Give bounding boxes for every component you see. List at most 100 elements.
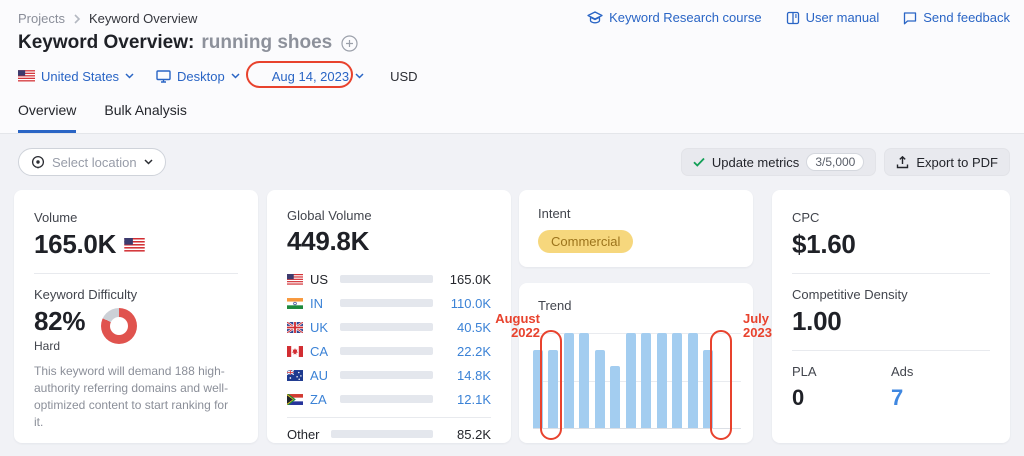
chevron-down-icon: [144, 159, 153, 165]
country-code[interactable]: ZA: [310, 391, 327, 407]
metrics-count-badge: 3/5,000: [806, 153, 865, 171]
volume-bar-track: [340, 347, 433, 355]
page-title-label: Keyword Overview:: [18, 32, 195, 53]
au-flag-icon: [287, 369, 303, 381]
intent-badge[interactable]: Commercial: [538, 230, 634, 253]
chevron-down-icon: [125, 73, 134, 79]
country-code: US: [310, 271, 329, 287]
global-volume-row-au: AU 14.8K: [287, 363, 491, 387]
volume-bar-track: [340, 275, 433, 283]
card-divider: [287, 417, 491, 418]
chevron-right-icon: [73, 13, 81, 24]
add-keyword-icon[interactable]: [341, 34, 358, 52]
keyword-difficulty-description: This keyword will demand 188 high-author…: [34, 364, 229, 429]
pla-label: PLA: [792, 364, 817, 379]
card-divider: [34, 273, 238, 274]
date-filter-dropdown[interactable]: Aug 14, 2023: [262, 65, 374, 88]
ads-label: Ads: [891, 364, 914, 379]
volume-bar-track: [340, 299, 433, 307]
trend-bar: [656, 333, 667, 428]
select-location-dropdown[interactable]: Select location: [18, 148, 166, 176]
global-volume-row-uk: UK 40.5K: [287, 315, 491, 339]
cpc-card: CPC $1.60 Competitive Density 1.00 PLA 0…: [772, 190, 1010, 443]
trend-bar: [672, 333, 683, 428]
za-flag-icon: [287, 393, 303, 405]
date-filter-value: Aug 14, 2023: [271, 68, 350, 84]
ca-flag-icon: [287, 345, 303, 357]
ads-value[interactable]: 7: [891, 385, 904, 410]
graduation-cap-icon: [587, 10, 603, 25]
book-icon: [786, 11, 800, 25]
volume-bar-track: [340, 371, 433, 379]
intent-label: Intent: [538, 206, 571, 221]
export-icon: [897, 155, 909, 168]
update-metrics-button[interactable]: Update metrics 3/5,000: [680, 148, 877, 176]
pla-value: 0: [792, 385, 805, 410]
breadcrumb-keyword-overview: Keyword Overview: [88, 11, 198, 26]
send-feedback-label: Send feedback: [923, 10, 1010, 25]
trend-bar: [594, 350, 605, 428]
country-volume[interactable]: 22.2K: [457, 343, 491, 359]
tab-bulk-analysis[interactable]: Bulk Analysis: [104, 102, 187, 118]
keyword-research-course-label: Keyword Research course: [609, 10, 762, 25]
cpc-label: CPC: [792, 210, 820, 225]
keyword-research-course-link[interactable]: Keyword Research course: [587, 10, 762, 25]
other-label: Other: [287, 426, 320, 442]
country-filter-value: United States: [41, 68, 120, 84]
chevron-down-icon: [231, 73, 240, 79]
toolbar-actions: Update metrics 3/5,000 Export to PDF: [680, 148, 1010, 176]
trend-chart: [533, 333, 741, 429]
country-code[interactable]: AU: [310, 367, 329, 383]
user-manual-link[interactable]: User manual: [786, 10, 879, 25]
export-pdf-label: Export to PDF: [916, 154, 998, 170]
gridline: [533, 381, 741, 382]
page-title: Keyword Overview: running shoes: [18, 32, 358, 54]
trend-bar: [548, 350, 559, 428]
volume-value: 165.0K: [34, 229, 117, 259]
us-flag-icon: [124, 237, 145, 252]
trend-card: Trend: [519, 283, 753, 443]
trend-bar: [625, 333, 636, 428]
x-axis: [533, 428, 741, 429]
breadcrumb-projects[interactable]: Projects: [18, 11, 65, 26]
country-volume[interactable]: 12.1K: [457, 391, 491, 407]
competitive-density-value: 1.00: [792, 306, 842, 336]
tab-overview[interactable]: Overview: [18, 102, 77, 133]
country-volume: 165.0K: [449, 271, 491, 287]
trend-bar: [533, 350, 543, 428]
currency-label: USD: [390, 68, 418, 84]
country-code[interactable]: IN: [310, 295, 323, 311]
export-pdf-button[interactable]: Export to PDF: [884, 148, 1010, 176]
gridline: [533, 333, 741, 334]
chat-bubble-icon: [903, 11, 917, 25]
keyword-difficulty-value: 82%: [34, 306, 86, 336]
country-volume[interactable]: 110.0K: [450, 295, 491, 311]
trend-bar: [563, 333, 574, 428]
us-flag-icon: [287, 273, 303, 285]
global-volume-row-other: Other 85.2K: [287, 422, 491, 446]
trend-bars: [533, 333, 713, 428]
page-title-keyword: running shoes: [201, 32, 333, 53]
volume-bar-track: [340, 323, 433, 331]
keyword-difficulty-label: Keyword Difficulty: [34, 287, 138, 302]
country-code[interactable]: UK: [310, 319, 329, 335]
location-pin-icon: [31, 155, 45, 169]
check-icon: [693, 157, 705, 167]
country-volume[interactable]: 40.5K: [457, 319, 491, 335]
country-filter-dropdown[interactable]: United States: [18, 69, 134, 84]
competitive-density-label: Competitive Density: [792, 287, 908, 302]
page-header: Projects Keyword Overview Keyword Resear…: [0, 0, 1024, 134]
keyword-difficulty-tier: Hard: [34, 339, 61, 353]
global-volume-total: 449.8K: [287, 226, 370, 256]
country-code[interactable]: CA: [310, 343, 329, 359]
send-feedback-link[interactable]: Send feedback: [903, 10, 1010, 25]
country-volume[interactable]: 14.8K: [457, 367, 491, 383]
device-filter-value: Desktop: [177, 68, 225, 84]
trend-bar: [687, 333, 698, 428]
update-metrics-label: Update metrics: [711, 154, 800, 170]
card-divider: [792, 273, 990, 274]
trend-bar: [610, 366, 621, 428]
global-volume-card: Global Volume 449.8K US 165.0K IN 110.0K…: [267, 190, 511, 443]
uk-flag-icon: [287, 321, 303, 333]
device-filter-dropdown[interactable]: Desktop: [156, 69, 240, 84]
